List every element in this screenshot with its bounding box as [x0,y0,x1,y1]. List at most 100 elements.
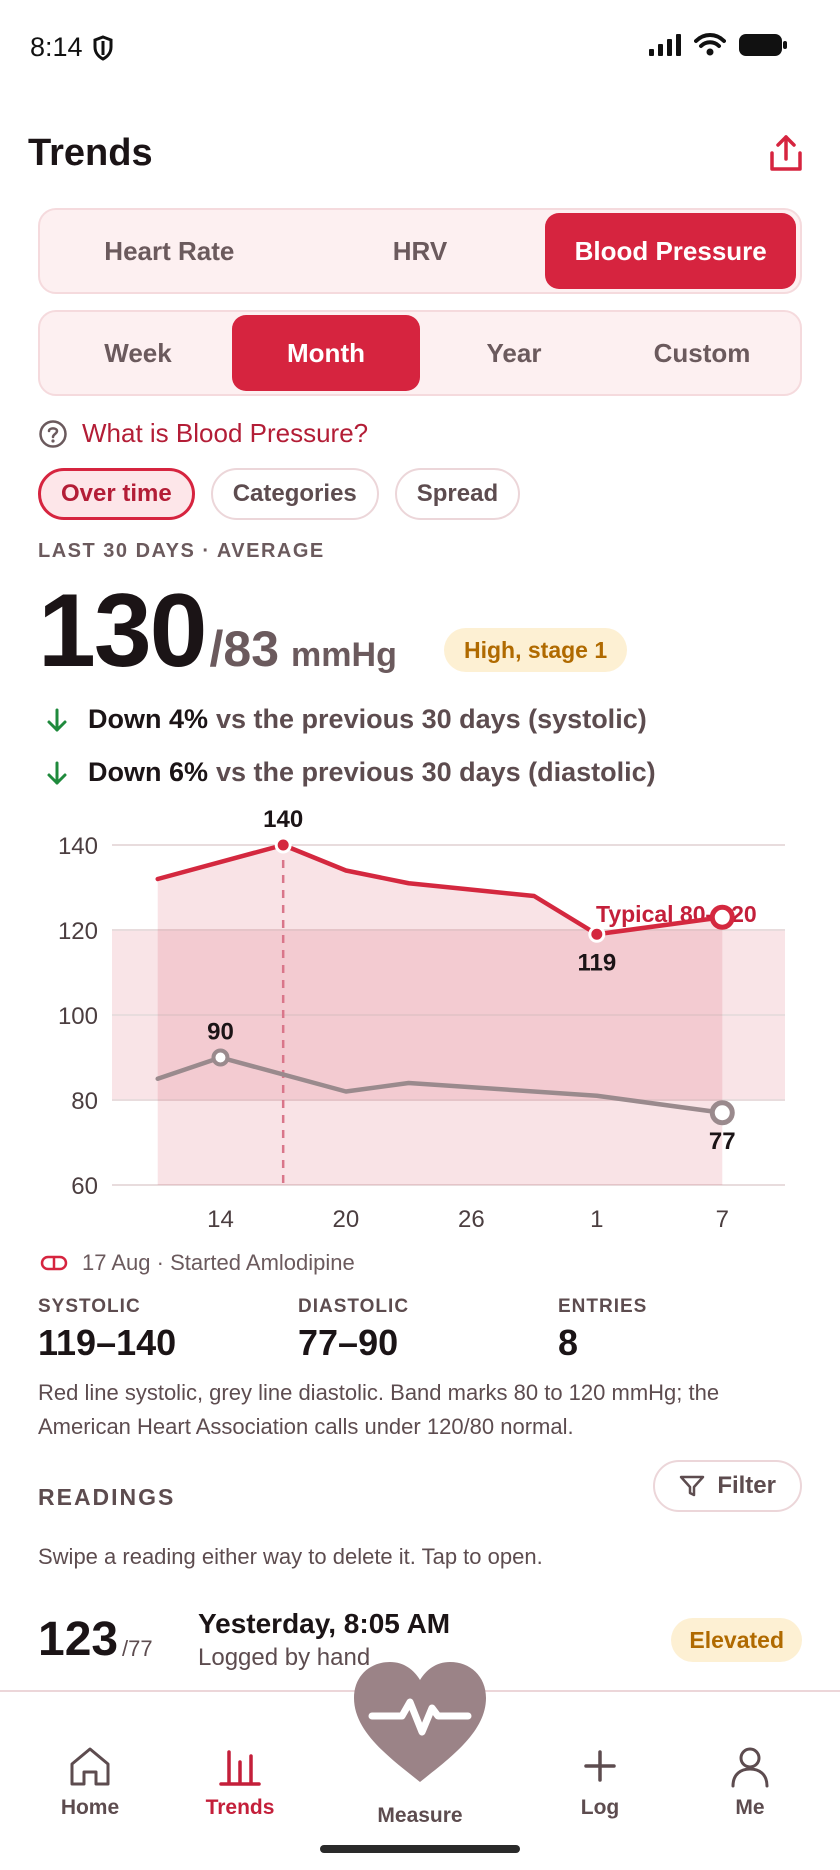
event-annotation[interactable]: 17 Aug · Started Amlodipine [40,1250,355,1276]
arrow-down-icon [47,761,67,784]
battery-icon [739,34,787,56]
swipe-hint: Swipe a reading either way to delete it.… [38,1544,543,1569]
info-link[interactable]: What is Blood Pressure? [38,418,368,449]
systolic-low-point [588,925,606,943]
diastolic-peak-point [211,1048,230,1067]
tab-custom[interactable]: Custom [653,337,751,368]
tab-home[interactable]: Home [30,1744,150,1820]
stat-diastolic: DIASTOLIC 77–90 [298,1296,558,1364]
view-chips: Over time Categories Spread [38,468,521,520]
chip-over-time[interactable]: Over time [38,468,195,520]
x-tick-label: 14 [207,1206,234,1230]
trend-systolic: Down 4% vs the previous 30 days (systoli… [42,704,647,735]
x-tick-label: 20 [333,1206,360,1230]
reading-diastolic: /77 [122,1636,153,1661]
trend-systolic-text: vs the previous 30 days (systolic) [216,704,647,734]
bar-chart-icon [219,1750,261,1786]
stat-entries-label: ENTRIES [558,1296,648,1317]
page-title: Trends [28,132,153,174]
event-label: 17 Aug · Started Amlodipine [82,1250,355,1275]
tab-week[interactable]: Week [104,337,172,368]
stat-diastolic-label: DIASTOLIC [298,1296,410,1317]
trend-diastolic: Down 6% vs the previous 30 days (diastol… [42,757,656,788]
chip-categories[interactable]: Categories [210,468,379,520]
category-badge: High, stage 1 [444,628,628,672]
trend-diastolic-value: Down 6% [88,757,209,787]
average-systolic: 130 [38,573,208,689]
systolic-latest-point [709,904,735,930]
info-link-label: What is Blood Pressure? [82,418,369,448]
systolic-low-label: 119 [577,949,616,976]
tab-me[interactable]: Me [690,1744,810,1820]
tab-measure-label-wrap: Measure [360,1804,480,1828]
status-bar: 8:14 [0,0,840,100]
reading-category-badge: Elevated [671,1618,802,1662]
share-icon [770,135,802,171]
chart-explanation: Red line systolic, grey line diastolic. … [38,1380,720,1439]
diastolic-line [155,1055,725,1115]
y-tick-label: 100 [58,1003,98,1030]
stat-systolic-value: 119–140 [38,1322,177,1363]
reading-time: Yesterday, 8:05 AM [198,1608,451,1639]
stat-systolic-label: SYSTOLIC [38,1296,141,1317]
y-tick-label: 60 [71,1173,98,1200]
status-icons [648,33,788,57]
tab-heart-rate[interactable]: Heart Rate [104,235,235,266]
share-button[interactable] [760,128,812,180]
diastolic-latest-label: 77 [709,1128,736,1155]
x-tick-label: 1 [590,1206,603,1230]
average-unit: mmHg [291,636,397,674]
home-icon [70,1747,110,1786]
diastolic-latest-point [709,1100,735,1126]
readings-title: READINGS [38,1484,176,1510]
header: Trends [0,120,840,192]
y-tick-label: 80 [71,1088,98,1115]
home-indicator [320,1845,520,1853]
tab-year[interactable]: Year [486,337,542,368]
metric-selector: Heart Rate HRV Blood Pressure [38,208,802,294]
cellular-signal-icon [649,34,681,56]
stat-diastolic-value: 77–90 [298,1322,399,1363]
wifi-icon [694,33,726,56]
range-stats: SYSTOLIC 119–140 DIASTOLIC 77–90 ENTRIES… [38,1296,818,1364]
tab-month[interactable]: Month [232,315,420,391]
trend-systolic-value: Down 4% [88,704,209,734]
help-circle-icon [39,419,67,448]
chip-spread[interactable]: Spread [394,468,521,520]
trend-diastolic-text: vs the previous 30 days (diastolic) [216,757,656,787]
tab-me-label: Me [735,1796,765,1819]
pulse-icon [368,1698,472,1736]
y-tick-label: 140 [58,833,98,860]
tab-home-label: Home [60,1796,120,1819]
systolic-area [157,845,723,1185]
tab-trends[interactable]: Trends [180,1744,300,1820]
tab-log[interactable]: Log [540,1744,660,1820]
range-selector: Week Month Year Custom [38,310,802,396]
arrow-down-icon [47,708,67,731]
filter-label: Filter [717,1472,776,1499]
reading-systolic: 123 [38,1613,119,1666]
plus-icon [584,1750,616,1782]
measure-heart-button[interactable] [350,1658,490,1788]
x-tick-label: 26 [458,1206,485,1230]
bp-chart[interactable]: 60 80 100 120 140 Typical 80–120 140 119 90 77 14 2… [0,800,840,1233]
person-icon [731,1747,769,1788]
tab-log-label: Log [580,1796,620,1819]
systolic-peak-point [274,836,292,854]
pill-icon [40,1255,68,1271]
shield-icon [93,35,113,61]
average-diastolic: /83 [209,621,280,677]
tab-hrv[interactable]: HRV [392,235,448,266]
x-tick-label: 7 [716,1206,729,1230]
tab-measure-label: Measure [377,1804,463,1827]
filter-icon [680,1475,705,1497]
tab-trends-label: Trends [205,1796,275,1819]
reading-row[interactable]: 123 /77 Yesterday, 8:05 AM Logged by han… [0,1600,840,1690]
stat-entries: ENTRIES 8 [558,1296,818,1364]
filter-button[interactable]: Filter [653,1460,802,1512]
stat-systolic: SYSTOLIC 119–140 [38,1296,298,1364]
reading-source: Logged by hand [198,1644,371,1671]
tab-blood-pressure[interactable]: Blood Pressure [545,213,797,289]
status-time: 8:14 [30,32,83,62]
